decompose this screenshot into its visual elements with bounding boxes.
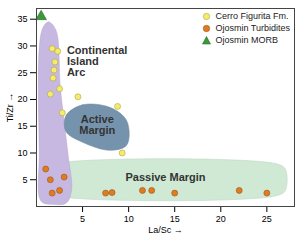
svg-text:20: 20 xyxy=(17,94,27,104)
html-text:Ojosmin Turbidites: Ojosmin Turbidites xyxy=(215,23,290,33)
svg-text:10: 10 xyxy=(17,148,27,158)
svg-text:10: 10 xyxy=(124,214,134,224)
svg-text:Passive Margin: Passive Margin xyxy=(125,171,205,183)
svg-text:15: 15 xyxy=(170,214,180,224)
svg-text:La/Sc →: La/Sc → xyxy=(148,225,183,235)
html-text:Cerro Figurita Fm.: Cerro Figurita Fm. xyxy=(215,11,289,21)
svg-text:Ti/Zr →: Ti/Zr → xyxy=(5,93,15,123)
svg-text:5: 5 xyxy=(22,175,27,185)
svg-text:30: 30 xyxy=(17,41,27,51)
svg-text:15: 15 xyxy=(17,121,27,131)
svg-text:35: 35 xyxy=(17,14,27,24)
svg-text:ContinentalIslandArc: ContinentalIslandArc xyxy=(67,44,128,78)
svg-text:20: 20 xyxy=(216,214,226,224)
html-text:Ojosmin MORB: Ojosmin MORB xyxy=(215,35,278,45)
svg-text:25: 25 xyxy=(17,68,27,78)
svg-text:ActiveMargin: ActiveMargin xyxy=(79,113,115,136)
svg-text:5: 5 xyxy=(80,214,85,224)
svg-text:25: 25 xyxy=(262,214,272,224)
